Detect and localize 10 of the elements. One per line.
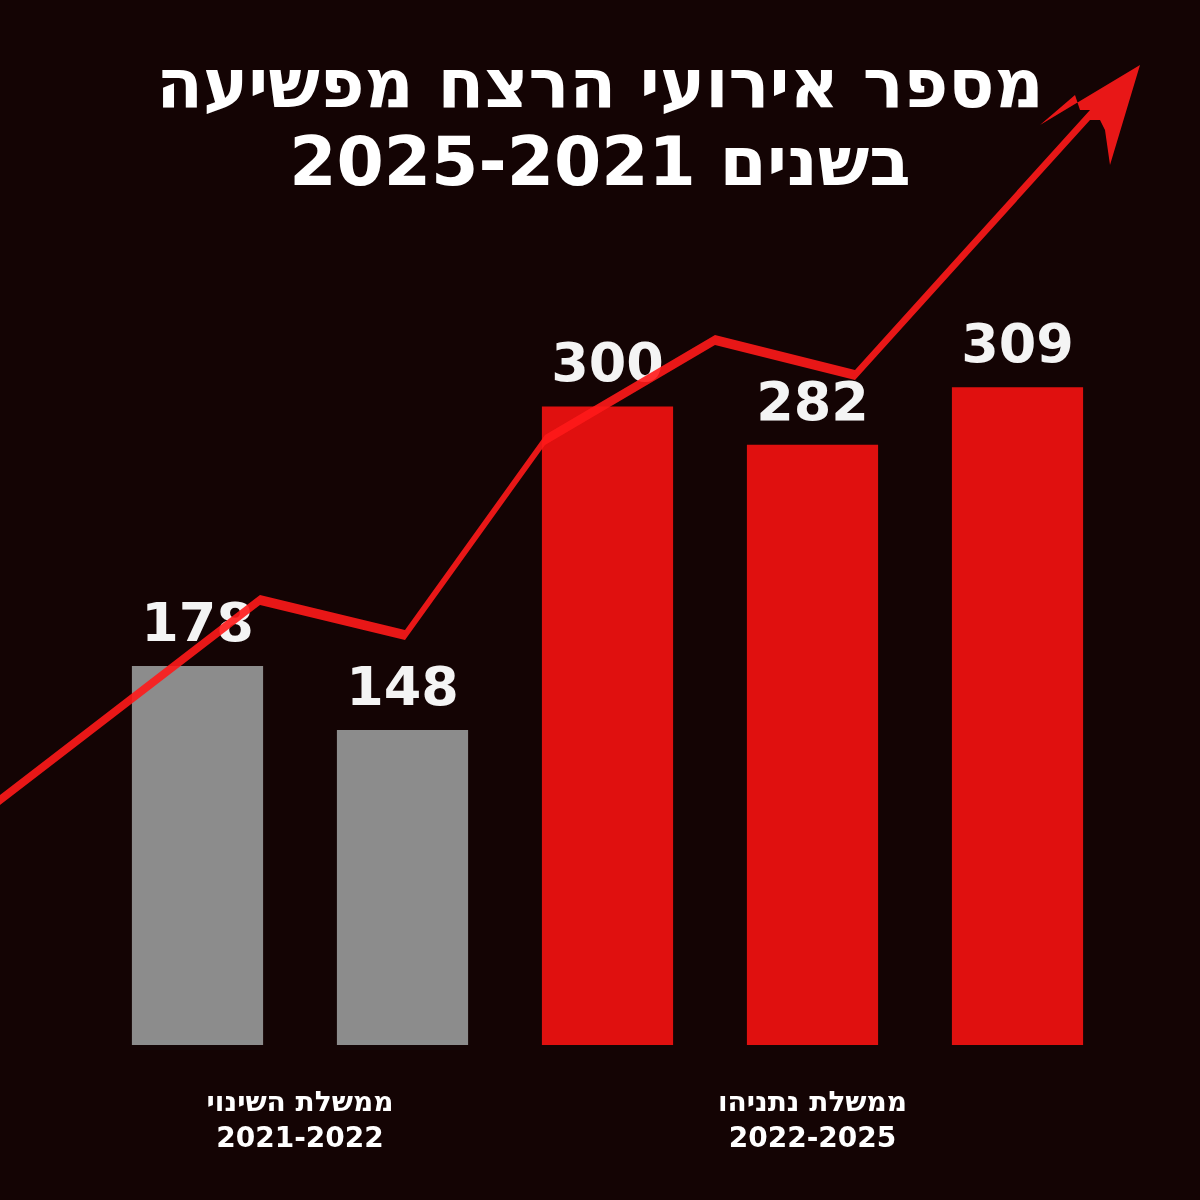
bar [131,666,264,1045]
bar [951,387,1084,1045]
data-label: 148 [346,655,459,718]
data-label: 309 [961,312,1074,376]
chart-title: מספר אירועי הרצח מפשיעה בשנים 2025-2021 [155,44,1045,201]
bar [541,406,674,1045]
bar [336,729,469,1045]
data-label: 282 [756,369,869,433]
bar [746,444,879,1045]
data-label: 300 [551,331,664,395]
